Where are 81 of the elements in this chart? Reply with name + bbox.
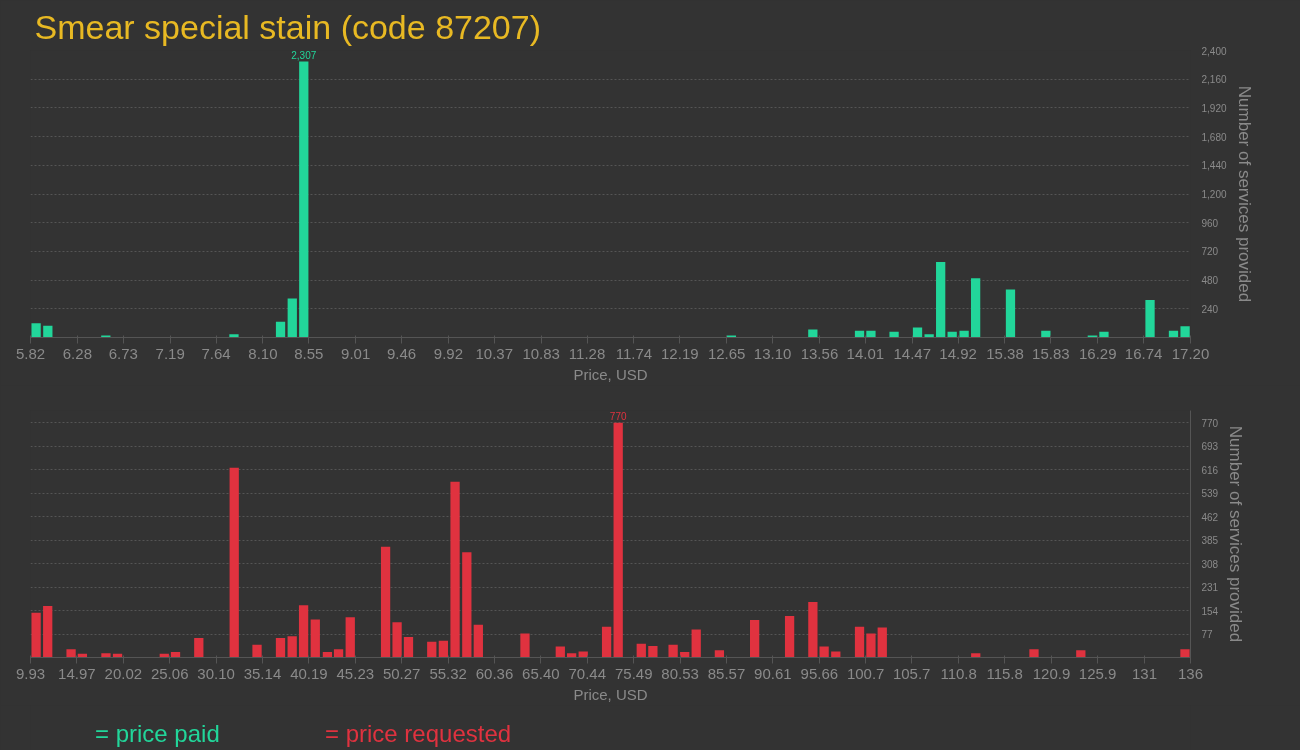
x-tick-label: 20.02: [104, 664, 143, 682]
x-tick-label: 9.01: [341, 344, 371, 362]
y-tick-label: 693: [1201, 441, 1219, 453]
y-tick-label: 480: [1201, 275, 1219, 287]
x-tick-label: 95.66: [800, 664, 839, 682]
x-tick-label: 131: [1131, 664, 1158, 682]
y-tick-label: 1,440: [1201, 160, 1227, 172]
x-tick-label: 125.9: [1078, 664, 1117, 682]
x-tick-label: 45.23: [336, 664, 375, 682]
y-tick-label: 231: [1201, 582, 1219, 594]
x-tick-label: 55.32: [429, 664, 467, 682]
x-tick-label: 30.10: [197, 664, 235, 682]
x-tick-label: 75.49: [614, 664, 653, 682]
y-tick-label: 1,200: [1201, 189, 1227, 200]
x-tick-label: 50.27: [382, 664, 421, 682]
x-tick-label: 110.8: [940, 664, 977, 682]
y-axis-title: Number of services provided: [1226, 425, 1246, 643]
x-tick-label: 17.20: [1171, 344, 1210, 362]
x-axis-title: Price, USD: [573, 365, 648, 383]
x-tick-label: 9.46: [386, 344, 417, 362]
x-tick-label: 120.9: [1032, 664, 1071, 682]
x-tick-label: 12.65: [707, 344, 746, 362]
x-tick-label: 12.19: [661, 344, 699, 362]
x-tick-label: 7.19: [155, 344, 185, 362]
x-tick-label: 100.7: [846, 664, 885, 682]
x-tick-label: 11.28: [568, 344, 606, 362]
x-tick-label: 10.37: [475, 344, 514, 362]
chart-title: Smear special stain (code 87207): [34, 7, 541, 46]
x-tick-label: 11.74: [615, 344, 653, 362]
x-tick-label: 7.64: [201, 344, 231, 362]
x-tick-label: 80.53: [661, 664, 699, 682]
y-tick-label: 308: [1201, 558, 1219, 570]
x-tick-label: 105.7: [892, 664, 931, 682]
x-tick-label: 90.61: [754, 664, 792, 682]
data-label: 2,307: [291, 49, 317, 61]
x-tick-label: 14.47: [893, 344, 931, 362]
x-axis-title: Price, USD: [573, 685, 648, 703]
y-tick-label: 1,920: [1201, 102, 1227, 114]
y-tick-label: 154: [1201, 605, 1219, 617]
x-tick-label: 14.97: [58, 664, 96, 682]
y-tick-label: 960: [1201, 217, 1219, 229]
x-tick-label: 9.93: [15, 664, 46, 682]
x-tick-label: 14.01: [846, 344, 885, 362]
x-tick-label: 5.82: [15, 344, 46, 362]
y-tick-label: 2,400: [1201, 45, 1227, 57]
x-tick-label: 16.74: [1124, 344, 1163, 362]
y-tick-label: 539: [1201, 488, 1219, 500]
y-tick-label: 770: [1201, 417, 1219, 429]
x-tick-label: 25.06: [150, 664, 189, 682]
x-tick-label: 136: [1177, 664, 1204, 682]
y-tick-label: 1,680: [1201, 131, 1227, 143]
x-tick-label: 9.92: [433, 344, 464, 362]
x-tick-label: 6.28: [62, 344, 92, 362]
x-tick-label: 14.92: [939, 344, 977, 362]
x-tick-label: 6.73: [108, 344, 138, 362]
x-tick-label: 8.55: [294, 344, 324, 362]
x-tick-label: 115.8: [986, 664, 1023, 682]
text: = price requested: [325, 720, 512, 748]
data-label: 770: [609, 410, 627, 422]
y-tick-label: 616: [1201, 464, 1219, 476]
x-tick-label: 15.38: [986, 344, 1024, 362]
x-tick-label: 13.56: [800, 344, 839, 362]
y-tick-label: 2,160: [1201, 74, 1227, 86]
text: = price paid: [95, 720, 220, 748]
x-tick-label: 65.40: [522, 664, 560, 682]
x-tick-label: 8.10: [248, 344, 278, 362]
x-tick-label: 13.10: [753, 344, 792, 362]
x-tick-label: 10.83: [522, 344, 560, 362]
x-tick-label: 16.29: [1078, 344, 1117, 362]
x-tick-label: 85.57: [707, 664, 746, 682]
y-tick-label: 385: [1201, 535, 1219, 547]
y-tick-label: 240: [1201, 303, 1219, 315]
y-axis-title: Number of services provided: [1234, 85, 1254, 303]
y-tick-label: 77: [1201, 629, 1214, 641]
x-tick-label: 15.83: [1032, 344, 1070, 362]
x-tick-label: 60.36: [475, 664, 514, 682]
y-tick-label: 462: [1201, 511, 1219, 523]
x-tick-label: 40.19: [290, 664, 328, 682]
y-tick-label: 720: [1201, 246, 1219, 258]
x-tick-label: 35.14: [243, 664, 282, 682]
x-tick-label: 70.44: [568, 664, 607, 682]
